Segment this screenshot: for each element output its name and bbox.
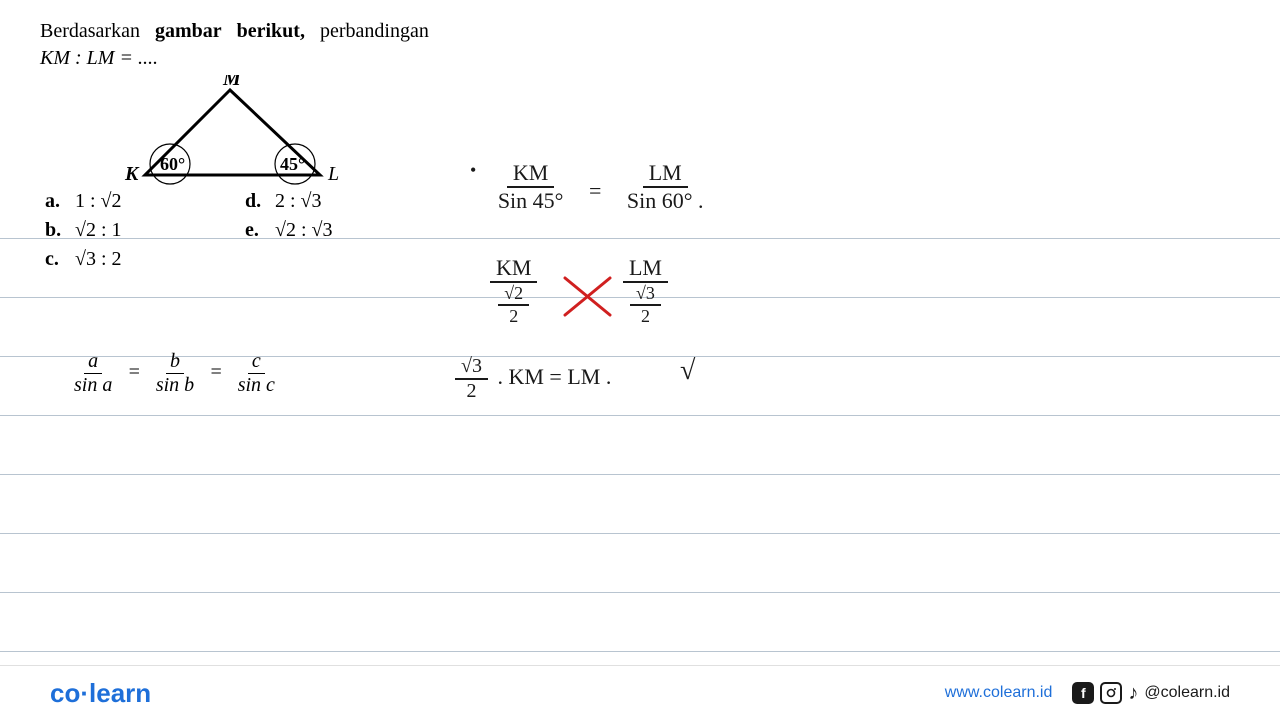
ruled-background [0, 180, 1280, 660]
answer-e: e. √2 : √3 [245, 219, 333, 242]
instagram-icon[interactable] [1100, 682, 1122, 704]
social-handles: f ♪ @colearn.id [1072, 682, 1230, 705]
triangle-figure: M K L 60° 45° [120, 75, 360, 185]
question-line2: KM : LM = .... [40, 47, 1240, 70]
answer-c: c. √3 : 2 [45, 248, 122, 271]
answer-b: b. √2 : 1 [45, 219, 122, 242]
answer-a: a. 1 : √2 [45, 190, 122, 213]
vertex-l-label: L [327, 163, 339, 185]
angle-60-label: 60° [160, 154, 185, 174]
angle-45-label: 45° [280, 154, 305, 174]
vertex-m-label: M [222, 75, 242, 90]
sine-rule-formula: asin a = bsin b = csin c [70, 350, 279, 397]
tiktok-icon[interactable]: ♪ [1128, 682, 1138, 705]
answer-choices-right: d. 2 : √3 e. √2 : √3 [245, 190, 333, 248]
red-cross-mark [560, 273, 620, 332]
answer-d: d. 2 : √3 [245, 190, 333, 213]
brand-logo: co·learn [50, 678, 151, 709]
vertex-k-label: K [124, 163, 140, 185]
answer-choices-left: a. 1 : √2 b. √2 : 1 c. √3 : 2 [45, 190, 122, 277]
check-mark: √ [680, 355, 695, 387]
website-link[interactable]: www.colearn.id [945, 684, 1053, 702]
handwriting-step3: √3 2 . KM = LM . [455, 355, 611, 403]
page-footer: co·learn www.colearn.id f ♪ @colearn.id [0, 665, 1280, 720]
question-line1: Berdasarkan gambar berikut, perbandingan [40, 20, 1240, 43]
social-handle-text: @colearn.id [1144, 684, 1230, 702]
facebook-icon[interactable]: f [1072, 682, 1094, 704]
handwriting-step1: • KM Sin 45° = LM Sin 60° . [470, 160, 710, 214]
